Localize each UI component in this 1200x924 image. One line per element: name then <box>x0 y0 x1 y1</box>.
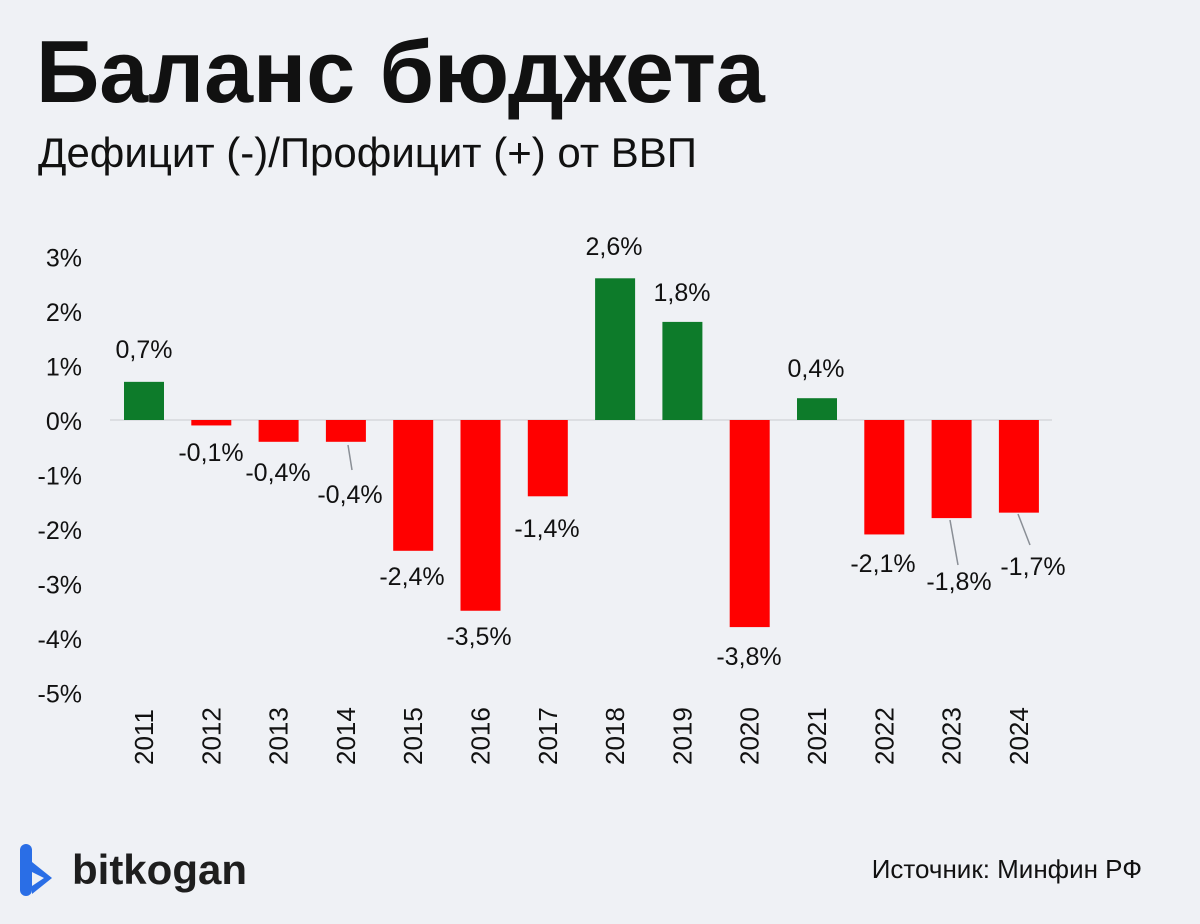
bar-2011 <box>124 381 164 420</box>
data-label: -3,5% <box>446 623 511 651</box>
x-tick-label: 2014 <box>331 707 361 765</box>
label-leader-line <box>1017 513 1031 546</box>
chart-title: Баланс бюджета <box>36 22 765 121</box>
bar-2020 <box>729 420 770 628</box>
data-label: 2,6% <box>586 233 643 261</box>
bar-2013 <box>258 420 299 442</box>
brand-name: bitkogan <box>72 846 247 893</box>
bar-2023 <box>931 420 972 519</box>
label-leader-line <box>949 519 959 566</box>
y-tick-label: -2% <box>38 517 82 545</box>
bar-2021 <box>797 398 837 420</box>
y-tick-label: 3% <box>46 245 82 273</box>
x-tick-label: 2021 <box>802 707 832 765</box>
chart-subtitle: Дефицит (-)/Профицит (+) от ВВП <box>38 129 697 176</box>
data-label: -0,1% <box>178 439 243 467</box>
data-label: -1,7% <box>1000 553 1065 581</box>
x-tick-label: 2018 <box>600 707 630 765</box>
bar-2018 <box>595 278 636 420</box>
bar-2022 <box>864 420 905 535</box>
data-label: -0,4% <box>245 459 310 487</box>
x-tick-label: 2017 <box>533 707 563 765</box>
data-label: 0,4% <box>788 355 845 383</box>
data-label: 1,8% <box>654 279 711 307</box>
data-label: -3,8% <box>716 643 781 671</box>
y-tick-label: -1% <box>38 463 82 491</box>
data-label: -1,4% <box>514 515 579 543</box>
x-tick-label: 2013 <box>264 707 294 765</box>
bar-2012 <box>191 420 232 426</box>
x-tick-label: 2024 <box>1004 707 1034 765</box>
data-label: -0,4% <box>317 481 382 509</box>
data-label: -1,8% <box>926 568 991 596</box>
x-tick-label: 2019 <box>667 707 697 765</box>
y-tick-label: -3% <box>38 572 82 600</box>
bar-2015 <box>393 420 434 551</box>
y-tick-label: 2% <box>46 299 82 327</box>
y-tick-label: 1% <box>46 354 82 382</box>
bar-2016 <box>460 420 501 611</box>
bar-2014 <box>325 420 366 442</box>
x-tick-label: 2015 <box>398 707 428 765</box>
x-tick-label: 2020 <box>735 707 765 765</box>
x-tick-label: 2011 <box>129 709 159 765</box>
y-tick-label: -4% <box>38 626 82 654</box>
bar-2019 <box>662 321 703 420</box>
data-label: 0,7% <box>116 336 173 364</box>
data-label: -2,1% <box>850 550 915 578</box>
x-tick-label: 2022 <box>869 707 899 765</box>
x-tick-label: 2012 <box>196 707 226 765</box>
bar-2017 <box>527 420 568 497</box>
source-note: Источник: Минфин РФ <box>871 854 1142 884</box>
data-label: -2,4% <box>379 563 444 591</box>
label-leader-line <box>347 444 353 471</box>
brand-logo: bitkogan <box>18 840 247 900</box>
bitkogan-logo-icon <box>20 844 52 896</box>
y-tick-label: -5% <box>38 681 82 709</box>
x-tick-label: 2016 <box>466 707 496 765</box>
y-tick-label: 0% <box>46 408 82 436</box>
x-tick-label: 2023 <box>937 707 967 765</box>
bar-2024 <box>998 420 1039 513</box>
